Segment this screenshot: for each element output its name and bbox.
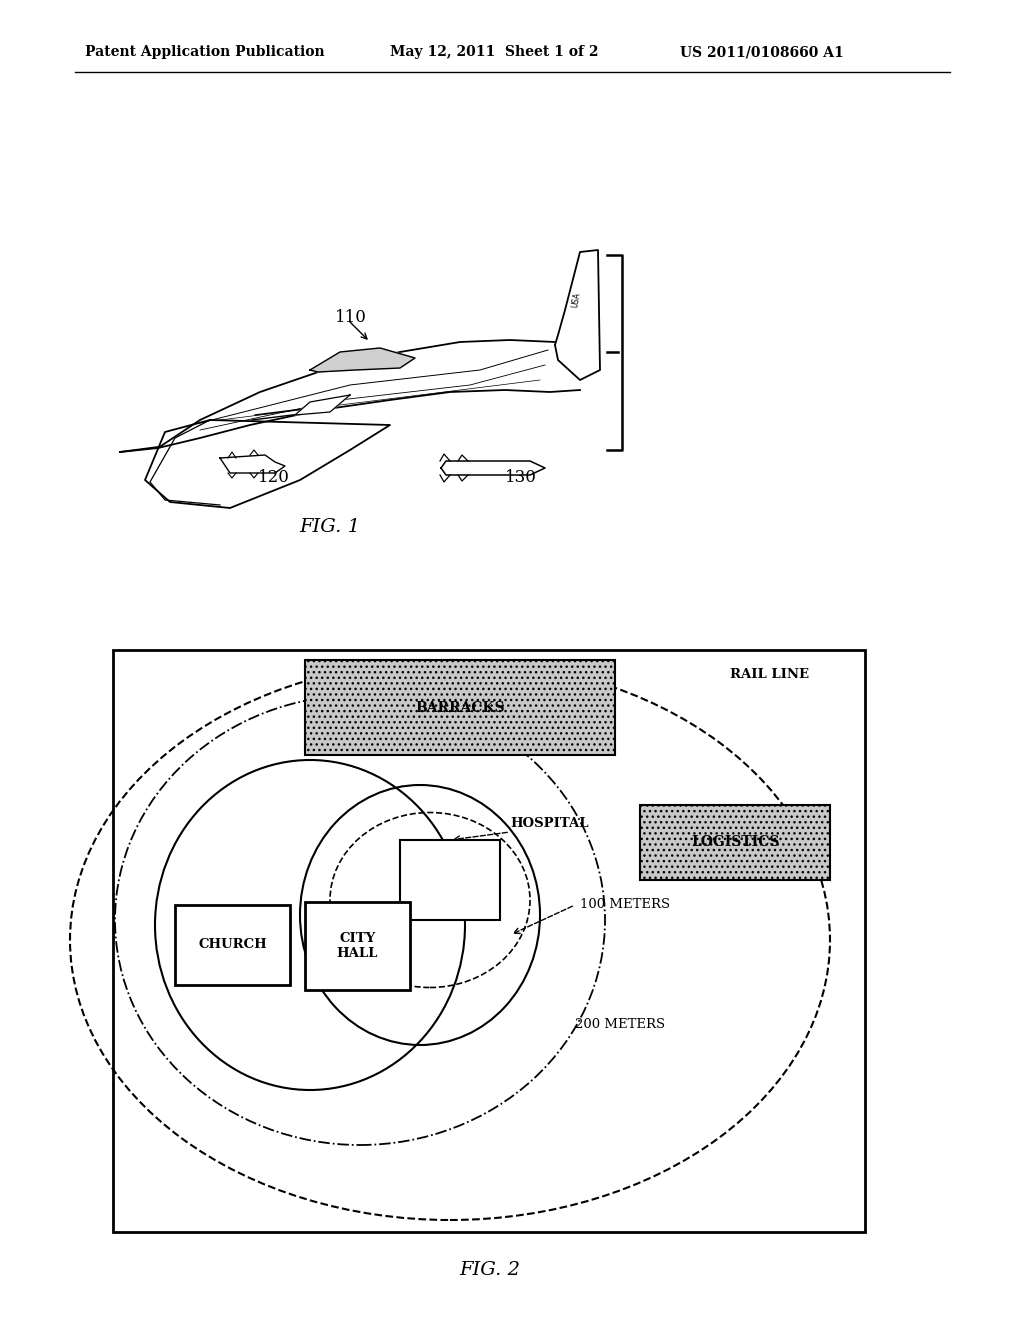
Bar xyxy=(305,660,615,755)
Text: US 2011/0108660 A1: US 2011/0108660 A1 xyxy=(680,45,844,59)
Polygon shape xyxy=(295,395,350,414)
Text: CHURCH: CHURCH xyxy=(198,939,267,952)
Text: Patent Application Publication: Patent Application Publication xyxy=(85,45,325,59)
Text: 100 METERS: 100 METERS xyxy=(580,899,670,912)
Text: 110: 110 xyxy=(335,309,367,326)
Polygon shape xyxy=(145,420,390,508)
Polygon shape xyxy=(441,461,545,475)
Text: May 12, 2011  Sheet 1 of 2: May 12, 2011 Sheet 1 of 2 xyxy=(390,45,598,59)
Polygon shape xyxy=(220,455,285,473)
Text: CITY
HALL: CITY HALL xyxy=(337,932,378,960)
Bar xyxy=(640,805,830,880)
Text: FIG. 2: FIG. 2 xyxy=(460,1261,520,1279)
Polygon shape xyxy=(310,348,415,372)
Polygon shape xyxy=(158,341,580,447)
Text: 120: 120 xyxy=(258,469,290,486)
Text: LOGISTICS: LOGISTICS xyxy=(691,836,779,850)
Text: BARRACKS: BARRACKS xyxy=(415,701,505,714)
Bar xyxy=(113,649,865,1232)
Text: FIG. 1: FIG. 1 xyxy=(299,517,360,536)
Bar xyxy=(305,902,410,990)
Text: HOSPITAL: HOSPITAL xyxy=(510,817,589,830)
Text: RAIL LINE: RAIL LINE xyxy=(730,668,809,681)
Text: 200 METERS: 200 METERS xyxy=(575,1019,666,1031)
Bar xyxy=(400,840,500,920)
Bar xyxy=(175,906,290,985)
Text: USA: USA xyxy=(570,292,582,309)
Text: 130: 130 xyxy=(505,469,537,486)
Polygon shape xyxy=(555,249,600,380)
